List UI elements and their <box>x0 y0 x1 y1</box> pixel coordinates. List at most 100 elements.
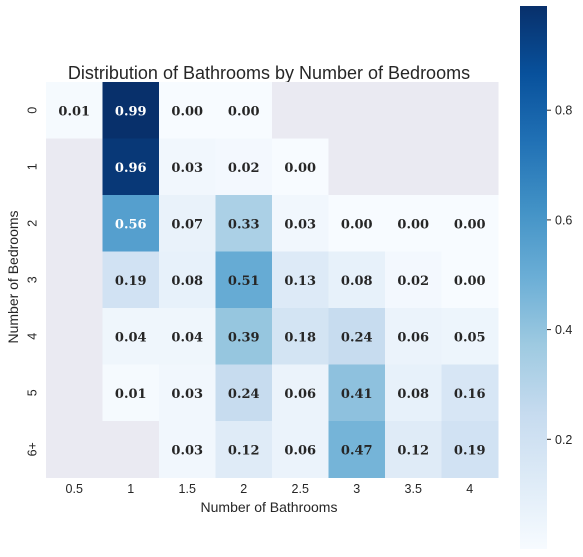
heatmap-cell <box>215 308 273 365</box>
colorbar <box>520 6 547 549</box>
heatmap-cell <box>215 251 273 309</box>
cell-value-label: 0.39 <box>228 330 260 345</box>
heatmap-cell <box>159 138 216 196</box>
heatmap-cell <box>272 138 329 196</box>
heatmap-cell-empty <box>46 251 103 309</box>
heatmap-cell <box>385 251 442 309</box>
y-tick-label: 1 <box>25 163 39 170</box>
cell-value-label: 0.08 <box>397 387 429 402</box>
heatmap-cell <box>272 195 329 252</box>
x-tick-label: 3.5 <box>405 482 422 496</box>
y-tick-label: 6+ <box>25 442 39 456</box>
heatmap-cell <box>102 82 160 139</box>
cell-value-label: 0.47 <box>341 443 373 458</box>
cell-value-label: 0.13 <box>284 274 316 289</box>
heatmap-cell <box>441 364 499 422</box>
cell-value-label: 0.03 <box>284 217 316 232</box>
cell-value-label: 0.51 <box>228 274 260 289</box>
heatmap-cell <box>215 138 273 196</box>
cell-value-label: 0.06 <box>397 330 429 345</box>
cell-value-label: 0.08 <box>341 274 373 289</box>
heatmap-cell-empty <box>385 138 442 196</box>
cell-value-label: 0.00 <box>171 104 203 119</box>
heatmap-cell-empty <box>102 421 160 478</box>
cell-value-label: 0.33 <box>228 217 260 232</box>
x-tick-label: 1.5 <box>179 482 196 496</box>
cell-value-label: 0.00 <box>341 217 373 232</box>
heatmap-cell <box>102 364 160 422</box>
y-axis-label: Number of Bedrooms <box>5 210 21 343</box>
heatmap-cell <box>215 82 273 139</box>
cell-value-label: 0.06 <box>284 387 316 402</box>
heatmap-cell <box>272 251 329 309</box>
x-axis-ticks: 0.5 1 1.5 2 2.5 3 3.5 4 <box>66 482 474 496</box>
colorbar-tick-label: 0.8 <box>555 104 572 118</box>
x-tick-label: 3 <box>353 482 360 496</box>
y-tick-label: 4 <box>25 333 39 340</box>
x-tick-label: 1 <box>127 482 134 496</box>
heatmap-cell <box>385 421 442 478</box>
cell-value-label: 0.01 <box>115 387 147 402</box>
cell-value-label: 0.00 <box>397 217 429 232</box>
heatmap-cell <box>159 251 216 309</box>
heatmap-cell <box>215 195 273 252</box>
heatmap-cell <box>328 421 386 478</box>
cell-value-label: 0.24 <box>341 330 373 345</box>
heatmap-cell <box>441 195 499 252</box>
heatmap-cell-empty <box>46 364 103 422</box>
x-tick-label: 0.5 <box>66 482 83 496</box>
y-axis-ticks: 0 1 2 3 4 5 6+ <box>25 107 39 457</box>
heatmap-cells: 0.01 0.99 0.00 0.00 0.96 0.03 0.02 0.00 0.56 0.07… <box>46 82 499 478</box>
cell-value-label: 0.04 <box>115 330 147 345</box>
heatmap-cell-empty <box>46 421 103 478</box>
x-tick-label: 4 <box>466 482 473 496</box>
heatmap-cell <box>272 308 329 365</box>
heatmap-cell <box>102 308 160 365</box>
heatmap-cell <box>102 195 160 252</box>
cell-value-label: 0.56 <box>115 217 147 232</box>
heatmap-cell <box>159 308 216 365</box>
heatmap-cell-empty <box>441 82 499 139</box>
heatmap-cell <box>159 195 216 252</box>
y-tick-label: 2 <box>25 220 39 227</box>
y-tick-label: 5 <box>25 389 39 396</box>
cell-value-label: 0.99 <box>115 104 147 119</box>
cell-value-label: 0.02 <box>228 161 260 176</box>
cell-value-label: 0.12 <box>228 443 260 458</box>
heatmap-cell <box>328 308 386 365</box>
cell-value-label: 0.19 <box>115 274 147 289</box>
cell-value-label: 0.08 <box>171 274 203 289</box>
cell-value-label: 0.03 <box>171 387 203 402</box>
heatmap-cell <box>102 251 160 309</box>
cell-value-label: 0.18 <box>284 330 316 345</box>
heatmap-cell <box>272 364 329 422</box>
cell-value-label: 0.16 <box>454 387 486 402</box>
heatmap-cell-empty <box>272 82 329 139</box>
heatmap-cell <box>441 251 499 309</box>
heatmap-cell <box>328 364 386 422</box>
cell-value-label: 0.00 <box>454 217 486 232</box>
cell-value-label: 0.02 <box>397 274 429 289</box>
cell-value-label: 0.24 <box>228 387 260 402</box>
heatmap-cell-empty <box>328 138 386 196</box>
cell-value-label: 0.07 <box>171 217 203 232</box>
heatmap-cell <box>102 138 160 196</box>
y-tick-label: 0 <box>25 107 39 114</box>
heatmap-cell <box>46 82 103 139</box>
colorbar-tick-label: 0.6 <box>555 213 572 227</box>
heatmap-cell-empty <box>441 138 499 196</box>
cell-value-label: 0.00 <box>454 274 486 289</box>
cell-value-label: 0.00 <box>228 104 260 119</box>
heatmap-cell-empty <box>385 82 442 139</box>
cell-value-label: 0.04 <box>171 330 203 345</box>
cell-value-label: 0.05 <box>454 330 486 345</box>
heatmap-cell <box>385 364 442 422</box>
heatmap-cell-empty <box>46 138 103 196</box>
heatmap-cell <box>328 195 386 252</box>
heatmap-cell <box>159 364 216 422</box>
heatmap-cell <box>441 308 499 365</box>
cell-value-label: 0.41 <box>341 387 373 402</box>
colorbar-tick-label: 0.4 <box>555 323 572 337</box>
heatmap-cell-empty <box>46 308 103 365</box>
